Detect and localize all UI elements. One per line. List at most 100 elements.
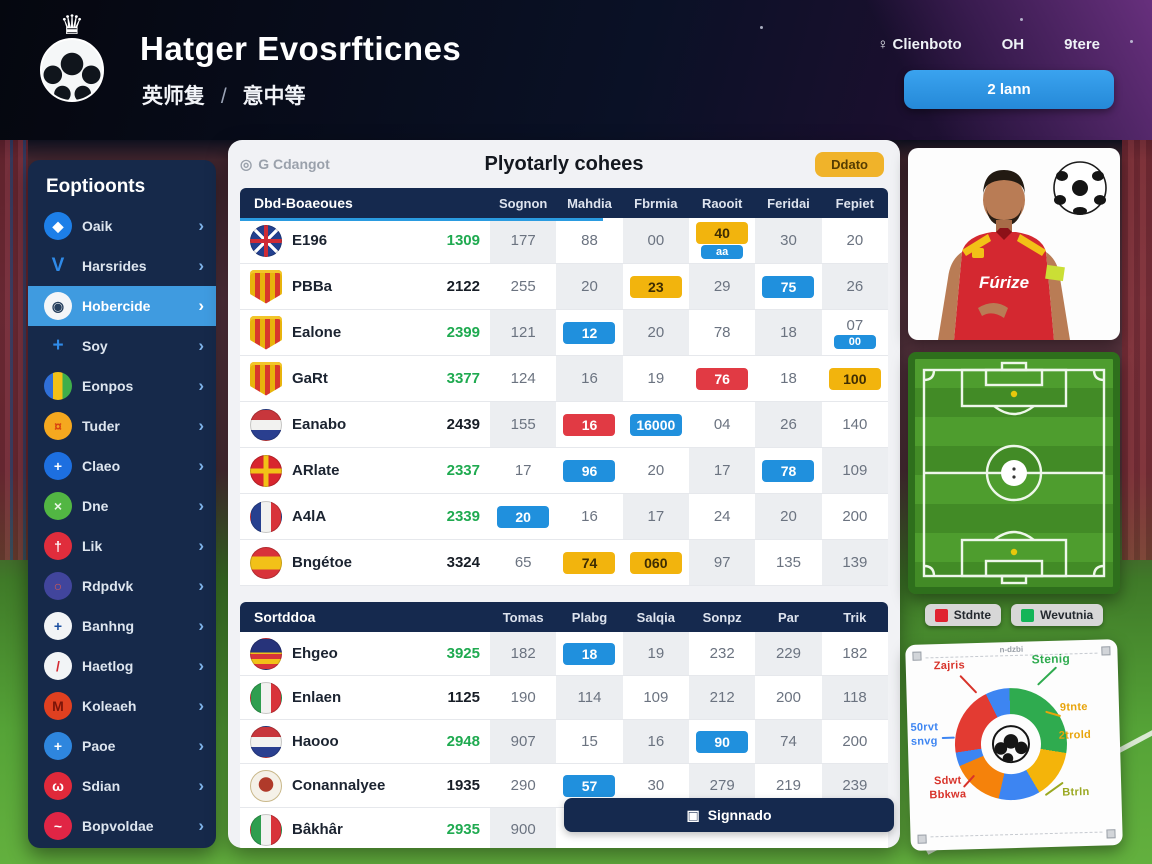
column-header[interactable]: Par <box>778 609 799 625</box>
chevron-right-icon: › <box>198 336 204 355</box>
sidebar-item-lik[interactable]: † Lik › <box>28 526 216 566</box>
stat-value: 109 <box>643 689 669 706</box>
stat-value: 78 <box>713 324 731 341</box>
team-cell: Ealone 2399 <box>240 310 490 355</box>
column-header[interactable]: Salqia <box>636 609 675 625</box>
column-header[interactable]: Tomas <box>502 609 544 625</box>
stat-cell: 19 <box>622 356 689 401</box>
sidebar-item-koleaeh[interactable]: M Koleaeh › <box>28 686 216 726</box>
data-badge-button[interactable]: Ddato <box>815 151 884 177</box>
team-name: Haooo <box>292 733 339 750</box>
stat-cell: 212 <box>689 676 756 719</box>
highlighted-stat: 75 <box>762 275 815 298</box>
column-header[interactable]: Feridai <box>767 195 810 211</box>
sidebar-item-haetlog[interactable]: / Haetlog › <box>28 646 216 686</box>
column-header[interactable]: Dbd-Boaeoues <box>254 195 353 211</box>
team-cell: A4lA 2339 <box>240 494 490 539</box>
crest-flag-icon <box>250 269 282 304</box>
stat-cell: 900 <box>490 808 557 848</box>
nav-item[interactable]: 9tere <box>1064 36 1100 53</box>
table-row[interactable]: Ealone 2399 121 12 20 78 18 07 00 <box>240 310 888 356</box>
selection-handle[interactable] <box>1101 646 1111 656</box>
legend-pill[interactable]: Stdnte <box>924 604 1002 626</box>
stat-cell: 30 <box>755 218 822 263</box>
column-header[interactable]: Sortddoa <box>254 609 316 625</box>
footer-button-label: Signnado <box>707 807 772 823</box>
team-name: GaRt <box>292 370 328 387</box>
sidebar-item-claeo[interactable]: + Claeo › <box>28 446 216 486</box>
app-logo[interactable]: ♛ <box>36 12 108 102</box>
nl-flag-icon <box>250 725 282 758</box>
table-row[interactable]: Enlaen 1125 190 114 109 212 200 118 <box>240 676 888 720</box>
selection-handle[interactable] <box>917 834 927 844</box>
login-button[interactable]: 2 lann <box>904 70 1114 109</box>
table-row[interactable]: E196 1309 177 88 00 40 aa 30 20 <box>240 218 888 264</box>
column-header[interactable]: Trik <box>843 609 867 625</box>
stat-value: 00 <box>647 232 665 249</box>
filter-crumb[interactable]: ◎ G Cdangot <box>240 156 330 173</box>
stat-cell: 135 <box>755 540 822 585</box>
crown-icon: ♛ <box>59 10 85 40</box>
stat-value: 07 <box>846 316 864 334</box>
sidebar-item-rdpdvk[interactable]: ○ Rdpdvk › <box>28 566 216 606</box>
table-row[interactable]: Bngétoe 3324 65 74 060 97 135 139 <box>240 540 888 586</box>
sidebar-item-paoe[interactable]: + Paoe › <box>28 726 216 766</box>
stat-value: 900 <box>510 821 536 838</box>
table-row[interactable]: Haooo 2948 907 15 16 90 74 200 <box>240 720 888 764</box>
pin-icon: + <box>52 335 64 356</box>
team-rating: 1309 <box>446 232 480 249</box>
card-icon: ▣ <box>686 806 700 823</box>
team-name: E196 <box>292 232 328 249</box>
sidebar-item-dne[interactable]: × Dne › <box>28 486 216 526</box>
sidebar-item-eonpos[interactable]: Eonpos › <box>28 366 216 406</box>
stat-value: 190 <box>510 689 536 706</box>
team-name: PBBa <box>292 278 333 295</box>
selection-handle[interactable] <box>1106 829 1116 839</box>
table-row[interactable]: A4lA 2339 20 16 17 24 20 200 <box>240 494 888 540</box>
column-header[interactable]: Mahdia <box>567 195 612 211</box>
legend-pill[interactable]: Wevutnia <box>1011 604 1104 626</box>
stat-cell: 16 <box>556 402 622 447</box>
nav-item[interactable]: OH <box>1002 36 1025 53</box>
crest-flag-icon <box>250 315 282 350</box>
stat-cell: 17 <box>490 448 557 493</box>
table-row[interactable]: GaRt 3377 124 16 19 76 18 100 <box>240 356 888 402</box>
selection-handle[interactable] <box>912 651 922 661</box>
sidebar-item-banhng[interactable]: + Banhng › <box>28 606 216 646</box>
sidebar-item-label: Oaik <box>82 218 113 234</box>
nav-item[interactable]: ♀ Clienboto <box>877 36 961 53</box>
stat-value: 124 <box>510 370 536 387</box>
table-row[interactable]: Ehgeo 3925 182 18 19 232 229 182 <box>240 632 888 676</box>
chart-label: Bbkwa <box>929 788 967 802</box>
column-header[interactable]: Sognon <box>498 195 548 211</box>
sidebar-item-hobercide[interactable]: ◉ Hobercide › <box>28 286 216 326</box>
table-row[interactable]: ARlate 2337 17 96 20 17 78 109 <box>240 448 888 494</box>
team-name: Eanabo <box>292 416 347 433</box>
column-header[interactable]: Plabg <box>571 609 608 625</box>
sidebar-item-oaik[interactable]: ◆ Oaik › <box>28 206 216 246</box>
column-header[interactable]: Sonpz <box>702 609 742 625</box>
table-row[interactable]: PBBa 2122 255 20 23 29 75 26 <box>240 264 888 310</box>
sidebar-item-bopvoldae[interactable]: ~ Bopvoldae › <box>28 806 216 846</box>
team-cell: Eanabo 2439 <box>240 402 490 447</box>
column-header[interactable]: Fepiet <box>835 195 874 211</box>
legend-color-swatch <box>934 608 948 622</box>
sidebar-item-soy[interactable]: + Soy › <box>28 326 216 366</box>
column-header[interactable]: Raooit <box>701 195 743 211</box>
leader-line <box>941 736 955 740</box>
es-flag-icon <box>250 546 282 579</box>
column-header[interactable]: Fbrmia <box>634 195 678 211</box>
stat-value: 24 <box>713 508 731 525</box>
highlighted-stat: 20 <box>497 505 550 528</box>
stat-value: 232 <box>709 645 735 662</box>
sidebar-item-harsrides[interactable]: V Harsrides › <box>28 246 216 286</box>
sidebar-item-sdian[interactable]: ω Sdian › <box>28 766 216 806</box>
uk-flag-icon <box>250 224 282 257</box>
crumb-label: G Cdangot <box>258 156 330 172</box>
highlighted-stat: 90 <box>696 730 749 753</box>
stat-cell: 18 <box>755 356 822 401</box>
signup-footer-button[interactable]: ▣ Signnado <box>564 798 894 832</box>
table-row[interactable]: Eanabo 2439 155 16 16000 04 26 140 <box>240 402 888 448</box>
sidebar-item-tuder[interactable]: ¤ Tuder › <box>28 406 216 446</box>
stat-value: 135 <box>775 554 801 571</box>
